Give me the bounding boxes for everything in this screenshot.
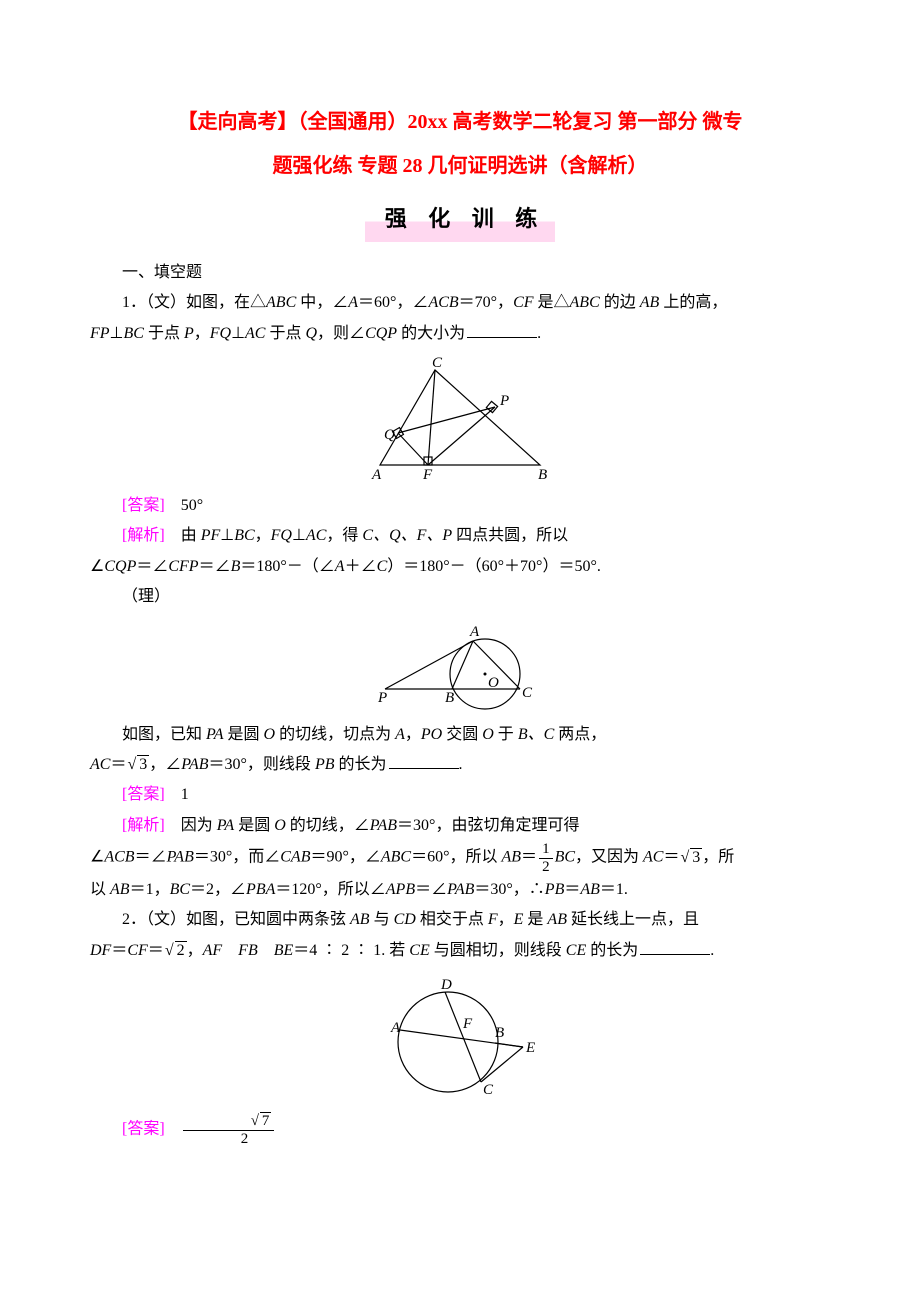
sqrt-icon: √7 <box>218 1113 272 1130</box>
svg-text:B: B <box>445 690 454 706</box>
svg-text:C: C <box>483 1082 494 1098</box>
q1-wen-line1: 1．（文）如图，在△ABC 中，∠A＝60°，∠ACB＝70°，CF 是△ABC… <box>90 288 830 318</box>
doc-title: 【走向高考】（全国通用）20xx 高考数学二轮复习 第一部分 微专 题强化练 专… <box>90 100 830 188</box>
svg-text:B: B <box>495 1025 504 1041</box>
explain-label: [解析] <box>122 817 165 834</box>
blank-fill <box>467 322 537 338</box>
title-line1: 【走向高考】（全国通用）20xx 高考数学二轮复习 第一部分 微专 <box>178 111 743 133</box>
svg-text:O: O <box>488 675 499 691</box>
q1-li-explain-l1: [解析] 因为 PA 是圆 O 的切线，∠PAB＝30°，由弦切角定理可得 <box>90 811 830 841</box>
svg-text:F: F <box>462 1016 473 1032</box>
svg-text:Q: Q <box>384 427 395 443</box>
explain-label: [解析] <box>122 527 165 544</box>
answer-label: [答案] <box>122 1121 165 1138</box>
title-line2: 题强化练 专题 28 几何证明选讲（含解析） <box>273 155 648 177</box>
sqrt-icon: √2 <box>164 936 187 966</box>
training-banner: 强 化 训 练 <box>90 196 830 242</box>
svg-text:D: D <box>440 977 452 993</box>
q1-wen-explain-l2: ∠CQP＝∠CFP＝∠B＝180°－（∠A＋∠C）＝180°－（60°＋70°）… <box>90 552 830 582</box>
q1-li-explain-l3: 以 AB＝1，BC＝2，∠PBA＝120°，所以∠APB＝∠PAB＝30°，∴P… <box>90 875 830 905</box>
q1-wen-answer: [答案] 50° <box>90 491 830 521</box>
blank-fill <box>640 939 710 955</box>
svg-text:C: C <box>522 685 533 701</box>
svg-text:A: A <box>469 624 480 640</box>
sqrt-icon: √3 <box>126 750 149 780</box>
q1-li-explain-l2: ∠ACB＝∠PAB＝30°，而∠CAB＝90°，∠ABC＝60°，所以 AB＝1… <box>90 841 830 875</box>
svg-text:A: A <box>371 467 382 483</box>
figure-2: A P B O C <box>90 619 830 714</box>
fraction-answer: √72 <box>183 1113 275 1147</box>
q2-wen-line1: 2．（文）如图，已知圆中两条弦 AB 与 CD 相交于点 F，E 是 AB 延长… <box>90 905 830 935</box>
svg-text:P: P <box>377 690 387 706</box>
q1-wen-explain-l1: [解析] 由 PF⊥BC，FQ⊥AC，得 C、Q、F、P 四点共圆，所以 <box>90 521 830 551</box>
q1-li-line2: AC＝√3，∠PAB＝30°，则线段 PB 的长为. <box>90 750 830 780</box>
figure-1: C A B F P Q <box>90 355 830 485</box>
fraction: 12 <box>539 841 553 875</box>
q1-wen-line2: FP⊥BC 于点 P，FQ⊥AC 于点 Q，则∠CQP 的大小为. <box>90 319 830 349</box>
svg-text:B: B <box>538 467 547 483</box>
section-header: 一、填空题 <box>90 258 830 288</box>
q1-li-label: （理） <box>90 582 830 612</box>
svg-text:P: P <box>499 393 509 409</box>
svg-text:A: A <box>390 1020 401 1036</box>
blank-fill <box>389 753 459 769</box>
svg-text:F: F <box>422 467 433 483</box>
sqrt-icon: √3 <box>680 843 703 873</box>
svg-text:C: C <box>432 355 443 371</box>
q2-wen-answer: [答案] √72 <box>90 1113 830 1147</box>
answer-label: [答案] <box>122 786 165 803</box>
answer-label: [答案] <box>122 497 165 514</box>
q2-wen-line2: DF＝CF＝√2，AF FB BE＝4 ∶ 2 ∶ 1. 若 CE 与圆相切，则… <box>90 936 830 966</box>
banner-text: 强 化 训 练 <box>365 196 556 242</box>
svg-text:E: E <box>525 1040 535 1056</box>
figure-3: A B C D E F <box>90 972 830 1107</box>
q1-li-answer: [答案] 1 <box>90 780 830 810</box>
q1-li-line1: 如图，已知 PA 是圆 O 的切线，切点为 A，PO 交圆 O 于 B、C 两点… <box>90 720 830 750</box>
